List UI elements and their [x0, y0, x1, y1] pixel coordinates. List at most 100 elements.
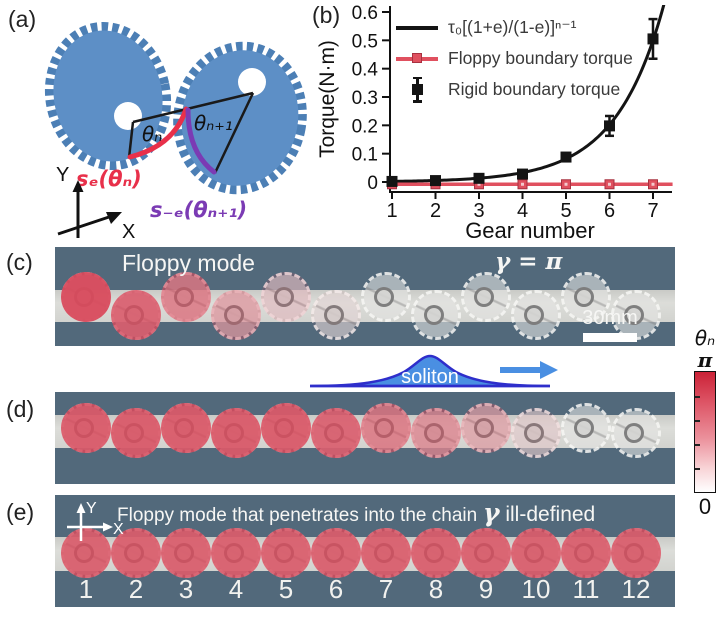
gear	[311, 290, 361, 340]
legend-label-floppy: Floppy boundary torque	[448, 48, 633, 68]
gear-number: 1	[78, 574, 94, 604]
floppy-marker-dot	[564, 182, 568, 186]
photo-floppy-mode: Floppy mode γ = π 30mm	[55, 247, 675, 346]
gamma-pi-label: γ = π	[495, 248, 563, 275]
panel-c-label: (c)	[6, 249, 33, 275]
soliton-pulse	[309, 354, 551, 388]
y-tick-label: 0	[367, 173, 378, 194]
panel-e-label: (e)	[6, 499, 35, 525]
theta-colorbar: θₙ π 0	[682, 326, 728, 522]
gear-number: 6	[328, 574, 344, 604]
gear	[611, 408, 661, 458]
x-tick-label: 7	[647, 200, 658, 222]
y-axis-label: Y	[86, 500, 97, 517]
torque-chart: 0 0.1 0.2 0.3 0.4 0.5 0.6 1 2 3 4 5 6 7 Gear number Tor…	[316, 3, 673, 243]
legend-row-fit: τ₀[(1+e)/(1-e)]ⁿ⁻¹	[396, 12, 633, 43]
torque-chart-panel: 0 0.1 0.2 0.3 0.4 0.5 0.6 1 2 3 4 5 6 7 Gear number Tor…	[308, 0, 728, 244]
rigid-marker	[647, 33, 659, 45]
arc-s-minus-e	[185, 107, 217, 175]
legend-label-fit: τ₀[(1+e)/(1-e)]ⁿ⁻¹	[448, 17, 577, 37]
gear-number: 2	[128, 574, 144, 604]
x-axis-title: Gear number	[465, 218, 595, 243]
gear	[61, 528, 111, 578]
floppy-marker-dot	[477, 182, 481, 186]
gear-number: 8	[428, 574, 444, 604]
rigid-marker	[560, 151, 572, 163]
y-tick-label: 0.4	[352, 60, 379, 81]
angle-construction-lines	[127, 91, 255, 174]
floppy-marker-dot	[608, 182, 611, 186]
gear	[361, 403, 411, 453]
rigid-marker	[517, 168, 528, 180]
gear	[111, 290, 161, 340]
gear-number: 10	[521, 574, 551, 604]
gear	[161, 403, 211, 453]
gear	[411, 290, 461, 340]
colorbar-bottom-label: 0	[698, 494, 712, 519]
gear	[461, 403, 511, 453]
gear	[411, 528, 461, 578]
gear	[461, 528, 511, 578]
legend-row-floppy: Floppy boundary torque	[396, 43, 633, 74]
gear	[161, 528, 211, 578]
x-axis-label: X	[113, 521, 123, 538]
gear-number: 4	[228, 574, 244, 604]
rigid-marker	[473, 172, 485, 184]
gear	[311, 528, 361, 578]
gear	[261, 403, 311, 453]
photo-soliton-chain	[55, 392, 675, 484]
gear	[561, 272, 611, 322]
panel-a-label: (a)	[8, 6, 37, 32]
x-axis-arrowhead	[106, 212, 122, 224]
theta-n-plus-1-label: θₙ₊₁	[194, 111, 233, 135]
y-tick-label: 0.6	[352, 3, 378, 24]
gear-number: 11	[572, 574, 600, 604]
soliton-annotation: soliton	[309, 354, 558, 388]
floppy-marker-dot	[651, 182, 655, 186]
gear	[211, 408, 261, 458]
x-tick-label: 6	[604, 200, 615, 222]
right-gear-hole	[238, 68, 266, 96]
x-tick-label: 1	[386, 200, 397, 222]
panel-e-caption: Floppy mode that penetrates into the cha…	[117, 505, 478, 526]
floppy-marker-dot	[521, 182, 524, 186]
gear	[361, 272, 411, 322]
gear	[361, 528, 411, 578]
y-tick-label: 0.2	[352, 116, 378, 137]
colorbar-gradient	[694, 371, 716, 493]
gear	[111, 528, 161, 578]
panel-b-label: (b)	[312, 2, 341, 28]
x-tick-label: 2	[430, 200, 441, 222]
right-gear-teeth	[173, 41, 307, 195]
floppy-mode-title: Floppy mode	[122, 250, 255, 276]
x-axis-arrowhead	[103, 522, 113, 532]
gear	[111, 408, 161, 458]
colorbar-top-label: π	[697, 348, 713, 372]
gamma-ill-defined-label: γ ill-defined	[483, 498, 596, 527]
left-gear-body	[53, 30, 163, 162]
y-tick-label: 0.1	[352, 145, 378, 166]
s-minus-e-label: s₋ₑ(θₙ₊₁)	[150, 198, 247, 222]
photo-xy-axes: Y X	[67, 500, 123, 541]
soliton-arrow-head	[540, 361, 558, 379]
scale-bar	[583, 333, 637, 342]
s-e-label: sₑ(θₙ)	[76, 167, 142, 191]
y-tick-label: 0.5	[352, 31, 378, 52]
gear	[211, 290, 261, 340]
panel-d-label: (d)	[6, 396, 35, 422]
gear-number: 12	[621, 574, 651, 604]
gear	[411, 408, 461, 458]
rigid-marker	[386, 175, 398, 187]
rigid-marker	[604, 120, 615, 132]
gear	[261, 272, 311, 322]
rigid-marker	[430, 175, 441, 187]
errorbar-swatch	[396, 75, 438, 105]
gear	[561, 528, 611, 578]
gear-number: 9	[478, 574, 494, 604]
x-tick-label: 5	[560, 200, 571, 222]
gear-number: 7	[378, 574, 394, 604]
arc-s-e	[127, 106, 189, 160]
left-gear-teeth	[44, 21, 172, 171]
theta-n-label: θₙ	[142, 122, 162, 146]
gear	[61, 403, 111, 453]
